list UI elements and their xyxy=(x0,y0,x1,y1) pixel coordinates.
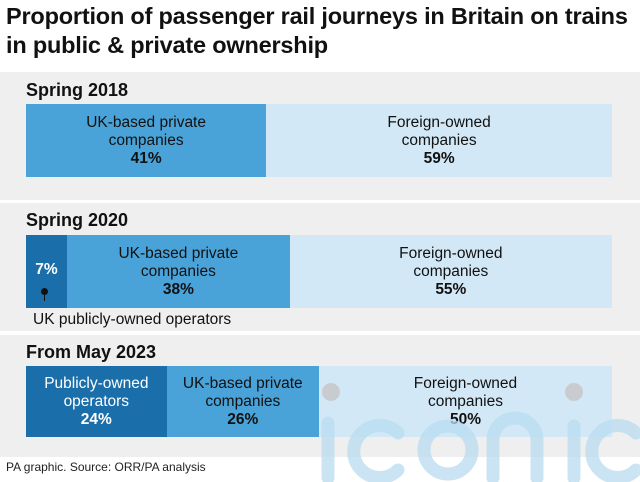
source-note: PA graphic. Source: ORR/PA analysis xyxy=(6,460,206,474)
segment-value-label: 50% xyxy=(449,410,481,428)
section-title-2023: From May 2023 xyxy=(26,342,157,362)
segment-label: UK-based private xyxy=(118,244,239,262)
segment-value-label: 41% xyxy=(130,149,162,167)
bar-segment: Foreign-owned companies 59% xyxy=(266,104,612,177)
segment-value-label: 26% xyxy=(227,410,259,428)
segment-label: companies xyxy=(140,262,216,280)
section-title-2018: Spring 2018 xyxy=(26,80,129,100)
segment-label: companies xyxy=(205,392,281,410)
segment-label: Foreign-owned xyxy=(413,374,518,392)
bar-segment: UK-based private companies 26% xyxy=(166,366,319,437)
bar-2018: UK-based private companies 41% Foreign-owne… xyxy=(26,104,612,177)
segment-value-label: 38% xyxy=(162,280,194,298)
bar-segment: Foreign-owned companies 55% xyxy=(289,235,612,308)
segment-value-label: 59% xyxy=(423,149,455,167)
callout-dot xyxy=(41,288,48,295)
segment-value-label: 7% xyxy=(35,261,58,278)
bar-segment: Publicly-owned operators 24% xyxy=(26,366,167,437)
bar-segment: Foreign-owned companies 50% xyxy=(318,366,612,437)
segment-label: UK-based private xyxy=(182,374,303,392)
callout-leader-line xyxy=(44,292,45,301)
segment-label: Publicly-owned xyxy=(44,374,149,392)
bar-2020: 7% UK-based private companies 38% Foreign-ow… xyxy=(26,235,612,308)
segment-label: operators xyxy=(63,392,130,410)
chart-title: Proportion of passenger rail journeys in… xyxy=(6,3,628,58)
segment-label: companies xyxy=(401,131,477,149)
segment-label: UK-based private xyxy=(86,113,206,131)
segment-value-label: 24% xyxy=(80,410,112,428)
section-title-2020: Spring 2020 xyxy=(26,210,129,230)
bar-2023: Publicly-owned operators 24% UK-based priva… xyxy=(26,366,612,437)
bar-segment: 7% xyxy=(26,235,68,308)
segment-value-label: 55% xyxy=(435,280,467,298)
bar-segment: UK-based private companies 38% xyxy=(67,235,290,308)
segment-label: Foreign-owned xyxy=(387,113,491,131)
bar-segment: UK-based private companies 41% xyxy=(26,104,267,177)
segment-label: companies xyxy=(108,131,184,149)
segment-label: companies xyxy=(413,262,489,280)
segment-label: Foreign-owned xyxy=(399,244,503,262)
segment-label: companies xyxy=(428,392,503,410)
callout-label-publicly-owned: UK publicly-owned operators xyxy=(33,311,232,328)
